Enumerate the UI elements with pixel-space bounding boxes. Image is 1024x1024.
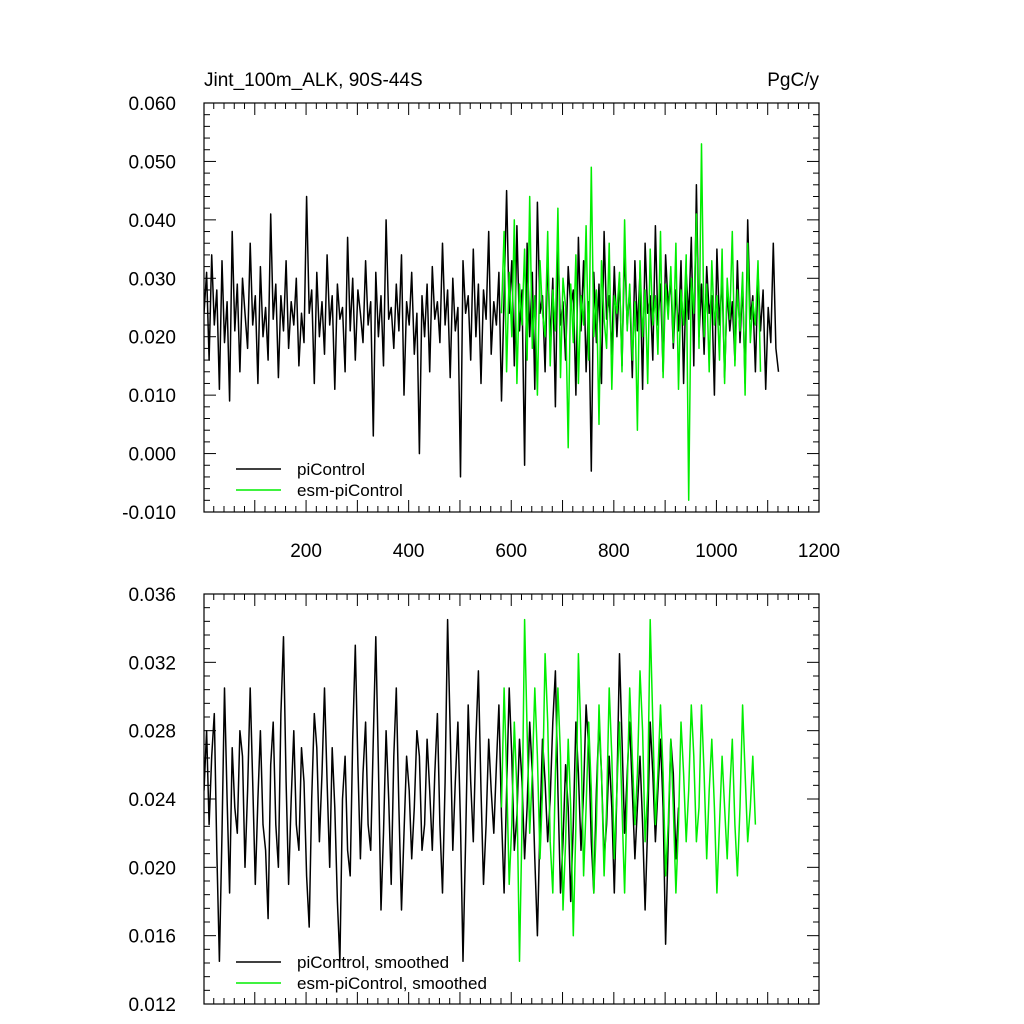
y-tick-label: 0.012 <box>128 995 176 1016</box>
x-tick-label: 400 <box>393 541 425 562</box>
x-tick-label: 800 <box>598 541 630 562</box>
series-line-esm-picontrol-smoothed <box>500 618 757 963</box>
legend-label: piControl, smoothed <box>297 953 449 972</box>
x-tick-label: 200 <box>290 541 322 562</box>
y-tick-label: 0.030 <box>128 269 176 290</box>
legend-label: esm-piControl <box>297 481 403 500</box>
chart-units: PgC/y <box>767 70 819 91</box>
series-group <box>204 618 757 963</box>
top-panel: -0.010 0.000 0.010 0.020 0.030 0.040 0.050 0.06… <box>122 70 840 562</box>
y-tick-label: 0.040 <box>128 211 176 232</box>
bottom-panel: 0.012 0.016 0.020 0.024 0.028 0.032 0.036 piCon… <box>128 585 820 1016</box>
y-tick-label: 0.010 <box>128 386 176 407</box>
y-tick-label: 0.020 <box>128 858 176 879</box>
y-tick-label: 0.028 <box>128 722 176 743</box>
y-tick-label: 0.050 <box>128 152 176 173</box>
y-tick-label: -0.010 <box>122 503 176 524</box>
series-line-picontrol <box>204 184 780 478</box>
chart-title: Jint_100m_ALK, 90S-44S <box>204 70 423 91</box>
y-tick-label: 0.000 <box>128 445 176 466</box>
series-group <box>204 143 780 502</box>
x-tick-label: 1000 <box>695 541 737 562</box>
x-tick-label: 600 <box>495 541 527 562</box>
legend-label: esm-piControl, smoothed <box>297 974 487 993</box>
y-tick-label: 0.016 <box>128 927 176 948</box>
x-tick-label: 1200 <box>798 541 840 562</box>
y-tick-label: 0.020 <box>128 328 176 349</box>
y-tick-label: 0.036 <box>128 585 176 606</box>
y-tick-label: 0.032 <box>128 653 176 674</box>
series-line-esm-picontrol <box>500 143 762 502</box>
y-tick-label: 0.024 <box>128 790 176 811</box>
y-tick-label: 0.060 <box>128 94 176 115</box>
legend-label: piControl <box>297 460 365 479</box>
